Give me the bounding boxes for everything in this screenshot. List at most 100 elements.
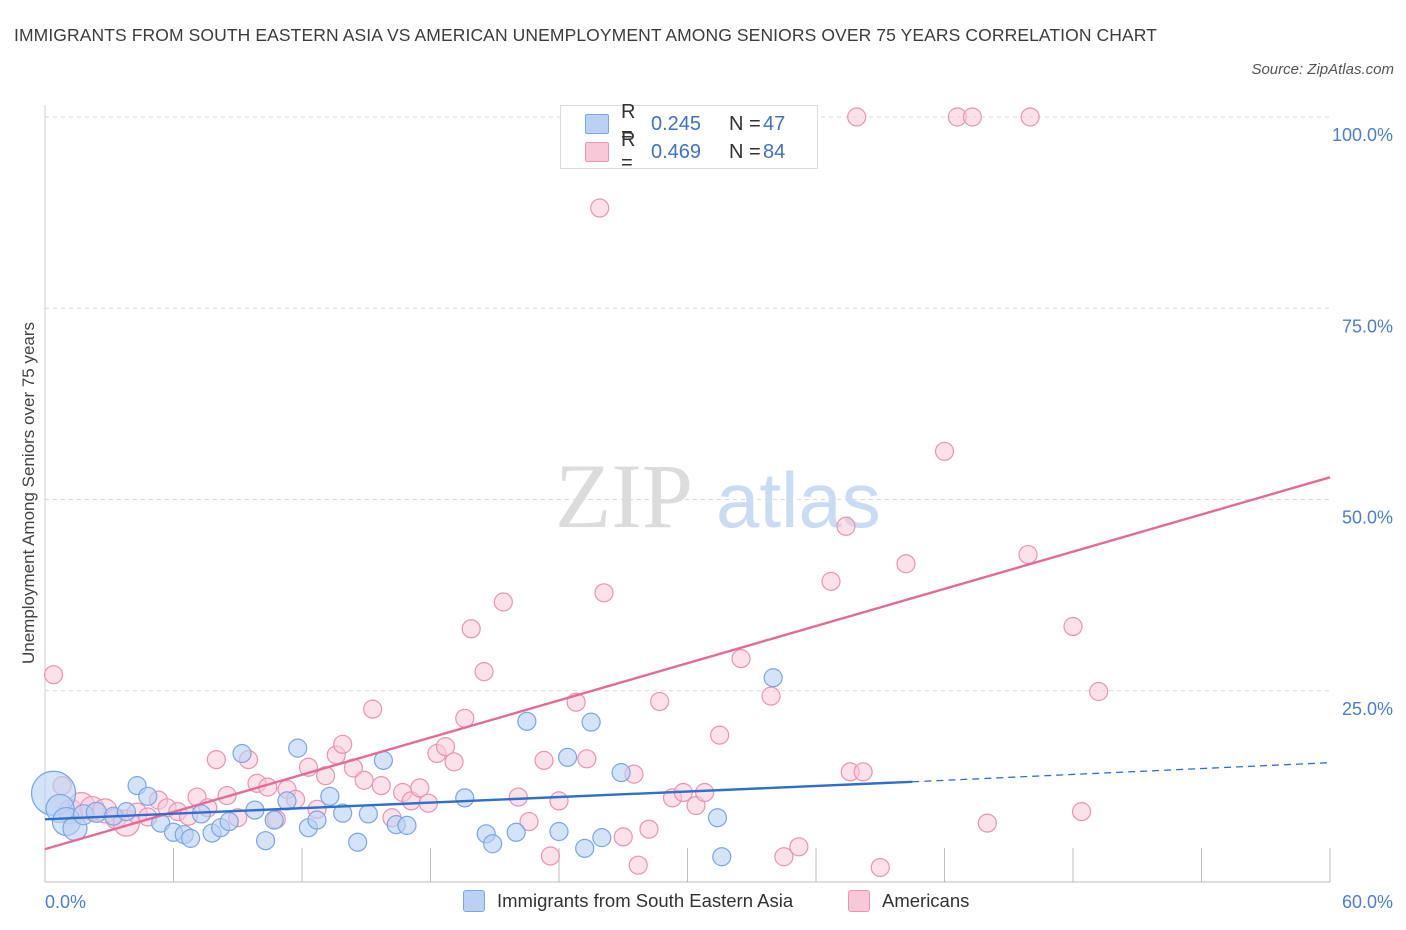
american-point: [896, 554, 916, 574]
american-point: [519, 811, 539, 832]
american-point: [534, 750, 554, 770]
american-point: [206, 749, 226, 770]
american-point: [371, 776, 391, 796]
immigrant-point: [219, 811, 239, 832]
immigrant-point: [264, 810, 284, 830]
watermark: ZIP atlas: [555, 445, 881, 547]
american-point: [315, 766, 336, 786]
americans-trendline: [44, 476, 1331, 851]
trend-lines: [44, 476, 1331, 851]
american-point: [731, 649, 751, 669]
american-point: [540, 846, 561, 866]
american-point: [613, 827, 633, 847]
immigrant-point: [181, 828, 201, 848]
immigrant-point: [506, 822, 526, 842]
immigrant-point: [397, 815, 417, 835]
american-point: [962, 107, 982, 127]
american-point: [333, 734, 353, 754]
american-point: [853, 762, 873, 782]
american-point: [639, 819, 659, 839]
legend-swatch-pink: [585, 142, 609, 162]
legend-swatch-pink: [848, 890, 870, 912]
immigrant-point: [333, 803, 353, 823]
american-point: [1071, 802, 1092, 822]
legend-row-americans: R = 0.469 N = 84: [585, 129, 841, 174]
immigrant-point: [575, 838, 595, 858]
americans-points: [43, 107, 1109, 878]
american-point: [508, 787, 528, 807]
american-point: [363, 699, 383, 719]
legend-swatch-blue: [585, 114, 609, 134]
r-label: R =: [621, 129, 636, 174]
american-point: [847, 107, 867, 127]
american-point: [1018, 544, 1038, 565]
immigrant-point: [320, 786, 340, 806]
watermark-zip: ZIP: [555, 445, 693, 547]
x-tick-labels: 0.0% 60.0%: [45, 892, 1393, 912]
immigrant-point: [592, 828, 612, 848]
x-tick-label: 60.0%: [1342, 892, 1393, 912]
series-legend: Immigrants from South Eastern Asia Ameri…: [0, 888, 1406, 918]
immigrants-trendline-extension: [912, 762, 1331, 783]
n-label: N =: [729, 112, 761, 135]
american-point: [836, 516, 856, 536]
y-tick-label: 25.0%: [1342, 699, 1393, 719]
immigrant-point: [611, 763, 631, 783]
immigrant-point: [549, 821, 569, 842]
immigrants-points: [30, 668, 783, 867]
american-point: [650, 691, 670, 712]
american-point: [354, 770, 374, 790]
immigrant-point: [116, 802, 136, 822]
american-point: [1020, 107, 1040, 127]
y-tick-label: 50.0%: [1342, 508, 1393, 528]
american-point: [493, 592, 513, 612]
american-point: [870, 857, 890, 878]
american-point: [444, 752, 464, 772]
legend-row-immigrants: R = 0.245 N = 47: [585, 101, 841, 146]
y-tick-label: 100.0%: [1332, 125, 1393, 145]
legend-item-americans[interactable]: Americans: [848, 890, 969, 912]
immigrant-point: [358, 804, 378, 824]
immigrant-point: [277, 791, 297, 811]
american-point: [549, 791, 569, 811]
x-tick-label: 0.0%: [45, 892, 86, 912]
n-value: 47: [763, 112, 786, 135]
american-point: [590, 198, 610, 218]
american-point: [789, 837, 809, 857]
n-value: 84: [763, 140, 786, 163]
y-tick-labels: 25.0% 50.0% 75.0% 100.0%: [1332, 125, 1393, 719]
legend-item-immigrants[interactable]: Immigrants from South Eastern Asia: [463, 890, 793, 912]
immigrant-point: [763, 668, 783, 688]
source-label: Source: ZipAtlas.com: [1251, 61, 1394, 78]
legend-swatch-blue: [463, 890, 485, 912]
correlation-legend: R = 0.245 N = 47 R = 0.469 N = 84: [560, 101, 818, 174]
american-point: [821, 571, 841, 591]
immigrant-point: [557, 747, 578, 767]
immigrant-point: [581, 712, 601, 732]
american-point: [435, 736, 456, 757]
american-point: [410, 778, 430, 798]
immigrant-point: [483, 834, 503, 854]
r-label: R =: [621, 101, 636, 146]
grid-lines: [45, 116, 1330, 692]
american-point: [43, 665, 64, 685]
american-point: [474, 662, 494, 682]
american-point: [1089, 681, 1109, 702]
y-axis-label: Unemployment Among Seniors over 75 years: [19, 322, 38, 664]
american-point: [461, 619, 481, 639]
american-point: [934, 441, 955, 461]
american-point: [1063, 616, 1083, 637]
immigrant-point: [712, 847, 732, 867]
n-label: N =: [729, 140, 761, 163]
american-point: [774, 847, 794, 867]
american-point: [710, 725, 730, 745]
y-tick-label: 75.0%: [1342, 316, 1393, 336]
chart-title: IMMIGRANTS FROM SOUTH EASTERN ASIA VS AM…: [14, 25, 1158, 45]
american-point: [695, 782, 715, 803]
american-point: [594, 583, 614, 603]
immigrant-point: [707, 808, 728, 828]
axes: [44, 105, 1331, 883]
immigrant-point: [348, 832, 368, 852]
immigrant-point: [517, 711, 537, 731]
